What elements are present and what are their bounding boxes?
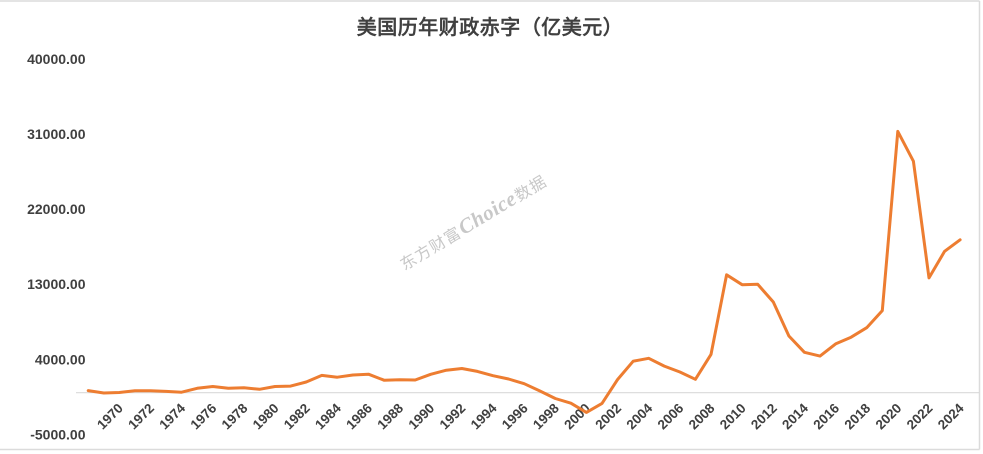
- x-axis-label: 2020: [873, 401, 905, 433]
- y-axis-label: 4000.00: [35, 351, 86, 367]
- x-axis-label: 1996: [499, 400, 531, 432]
- x-axis-label: 1998: [530, 400, 562, 432]
- x-axis-label: 1980: [250, 401, 282, 433]
- x-axis-label: 2024: [935, 400, 967, 432]
- y-axis-label: 22000.00: [27, 201, 86, 217]
- x-axis-label: 1970: [94, 401, 126, 433]
- x-axis-label: 1984: [312, 400, 344, 432]
- y-axis-label: -5000.00: [30, 426, 85, 442]
- chart-title: 美国历年财政赤字（亿美元）: [356, 17, 624, 39]
- x-axis-label: 1992: [437, 401, 469, 433]
- x-axis-label: 2018: [841, 400, 873, 432]
- x-axis-label: 1990: [406, 401, 438, 433]
- x-axis-label: 1972: [125, 401, 157, 433]
- x-axis-label: 1974: [156, 400, 188, 432]
- x-axis-label: 2004: [623, 400, 655, 432]
- y-axis-label: 31000.00: [27, 126, 86, 142]
- x-axis-label: 1986: [343, 400, 375, 432]
- x-axis-label: 2022: [904, 401, 936, 433]
- x-axis-label: 1976: [188, 400, 220, 432]
- x-axis-label: 2012: [748, 401, 780, 433]
- x-axis-label: 2008: [686, 400, 718, 432]
- deficit-series-line: [86, 129, 962, 414]
- y-axis-label: 13000.00: [27, 276, 86, 292]
- x-axis-label: 2006: [655, 400, 687, 432]
- x-axis-label: 2010: [717, 401, 749, 433]
- x-axis-label: 2014: [779, 400, 811, 432]
- y-axis-label: 40000.00: [27, 51, 86, 67]
- x-axis-label: 2016: [810, 400, 842, 432]
- x-axis-label: 1994: [468, 400, 500, 432]
- x-axis-label: 1978: [219, 400, 251, 432]
- x-axis-label: 1982: [281, 401, 313, 433]
- x-axis-label: 1988: [374, 400, 406, 432]
